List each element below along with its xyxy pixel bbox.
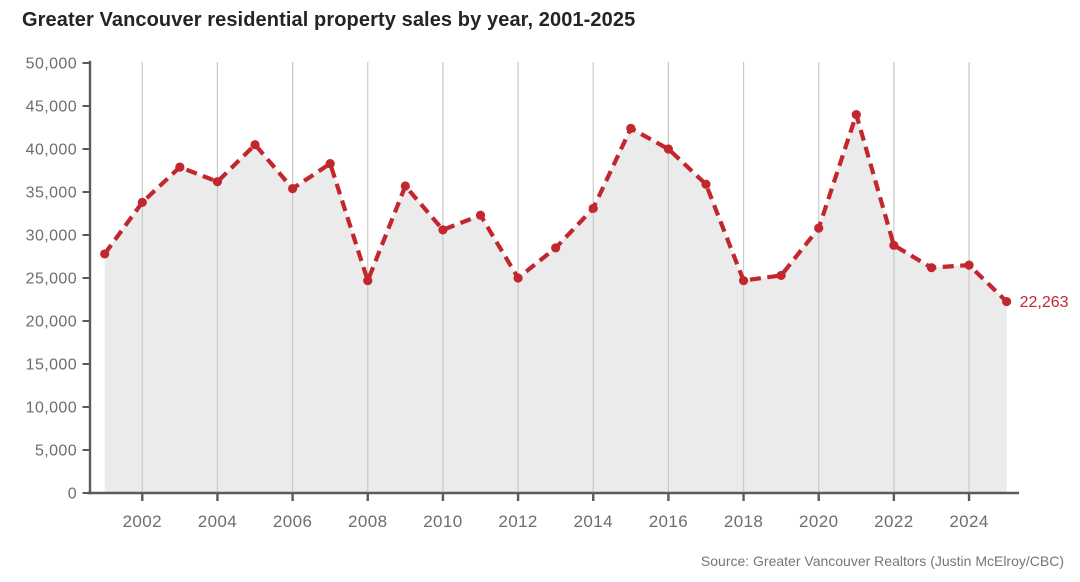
y-tick-label-35,000: 35,000 bbox=[26, 185, 77, 202]
data-point-2009 bbox=[400, 181, 410, 191]
data-point-2016 bbox=[663, 144, 674, 154]
y-tick-label-30,000: 30,000 bbox=[26, 228, 77, 245]
y-tick-label-0: 0 bbox=[68, 486, 77, 503]
x-tick-label-2016: 2016 bbox=[649, 512, 688, 531]
y-tick-label-50,000: 50,000 bbox=[26, 56, 77, 73]
data-point-2017 bbox=[701, 179, 711, 189]
y-tick-label-5,000: 5,000 bbox=[35, 443, 77, 460]
y-tick-label-20,000: 20,000 bbox=[26, 314, 77, 331]
data-point-2024 bbox=[964, 260, 974, 270]
data-point-2021 bbox=[851, 110, 861, 120]
y-tick-label-40,000: 40,000 bbox=[26, 142, 77, 159]
area-fill bbox=[104, 114, 1007, 493]
data-point-2015 bbox=[626, 123, 636, 133]
x-tick-label-2004: 2004 bbox=[198, 512, 237, 531]
data-point-2005 bbox=[250, 140, 260, 150]
x-tick-label-2022: 2022 bbox=[874, 512, 913, 531]
x-tick-label-2020: 2020 bbox=[799, 512, 838, 531]
y-tick-label-10,000: 10,000 bbox=[26, 400, 77, 417]
chart-title: Greater Vancouver residential property s… bbox=[22, 9, 636, 31]
source-credit: Source: Greater Vancouver Realtors (Just… bbox=[700, 553, 1064, 569]
data-point-2001 bbox=[100, 249, 110, 259]
data-point-2014 bbox=[588, 203, 598, 213]
data-point-2004 bbox=[212, 177, 223, 187]
y-tick-label-25,000: 25,000 bbox=[26, 271, 77, 288]
data-point-2012 bbox=[513, 273, 523, 283]
x-tick-label-2010: 2010 bbox=[423, 512, 462, 531]
data-point-2010 bbox=[438, 225, 448, 235]
x-tick-label-2012: 2012 bbox=[498, 512, 537, 531]
data-point-2011 bbox=[475, 210, 486, 220]
data-point-2006 bbox=[288, 183, 298, 194]
data-point-2013 bbox=[551, 243, 561, 253]
y-tick-label-15,000: 15,000 bbox=[26, 357, 77, 374]
data-point-2007 bbox=[325, 159, 335, 169]
data-point-2008 bbox=[363, 275, 373, 286]
x-tick-label-2006: 2006 bbox=[273, 512, 312, 531]
x-tick-label-2014: 2014 bbox=[574, 512, 613, 531]
data-point-2023 bbox=[926, 263, 937, 273]
data-point-2002 bbox=[137, 197, 147, 207]
y-tick-label-45,000: 45,000 bbox=[26, 99, 77, 116]
last-value-label: 22,263 bbox=[1020, 294, 1069, 311]
data-point-2018 bbox=[738, 275, 749, 286]
data-point-2019 bbox=[776, 270, 786, 281]
data-point-2025 bbox=[1002, 296, 1012, 307]
x-tick-label-2002: 2002 bbox=[123, 512, 162, 531]
x-tick-label-2008: 2008 bbox=[348, 512, 387, 531]
x-tick-label-2018: 2018 bbox=[724, 512, 763, 531]
data-point-2020 bbox=[814, 223, 824, 233]
data-point-2022 bbox=[889, 240, 899, 250]
data-point-2003 bbox=[175, 162, 185, 172]
x-tick-label-2024: 2024 bbox=[949, 512, 988, 531]
